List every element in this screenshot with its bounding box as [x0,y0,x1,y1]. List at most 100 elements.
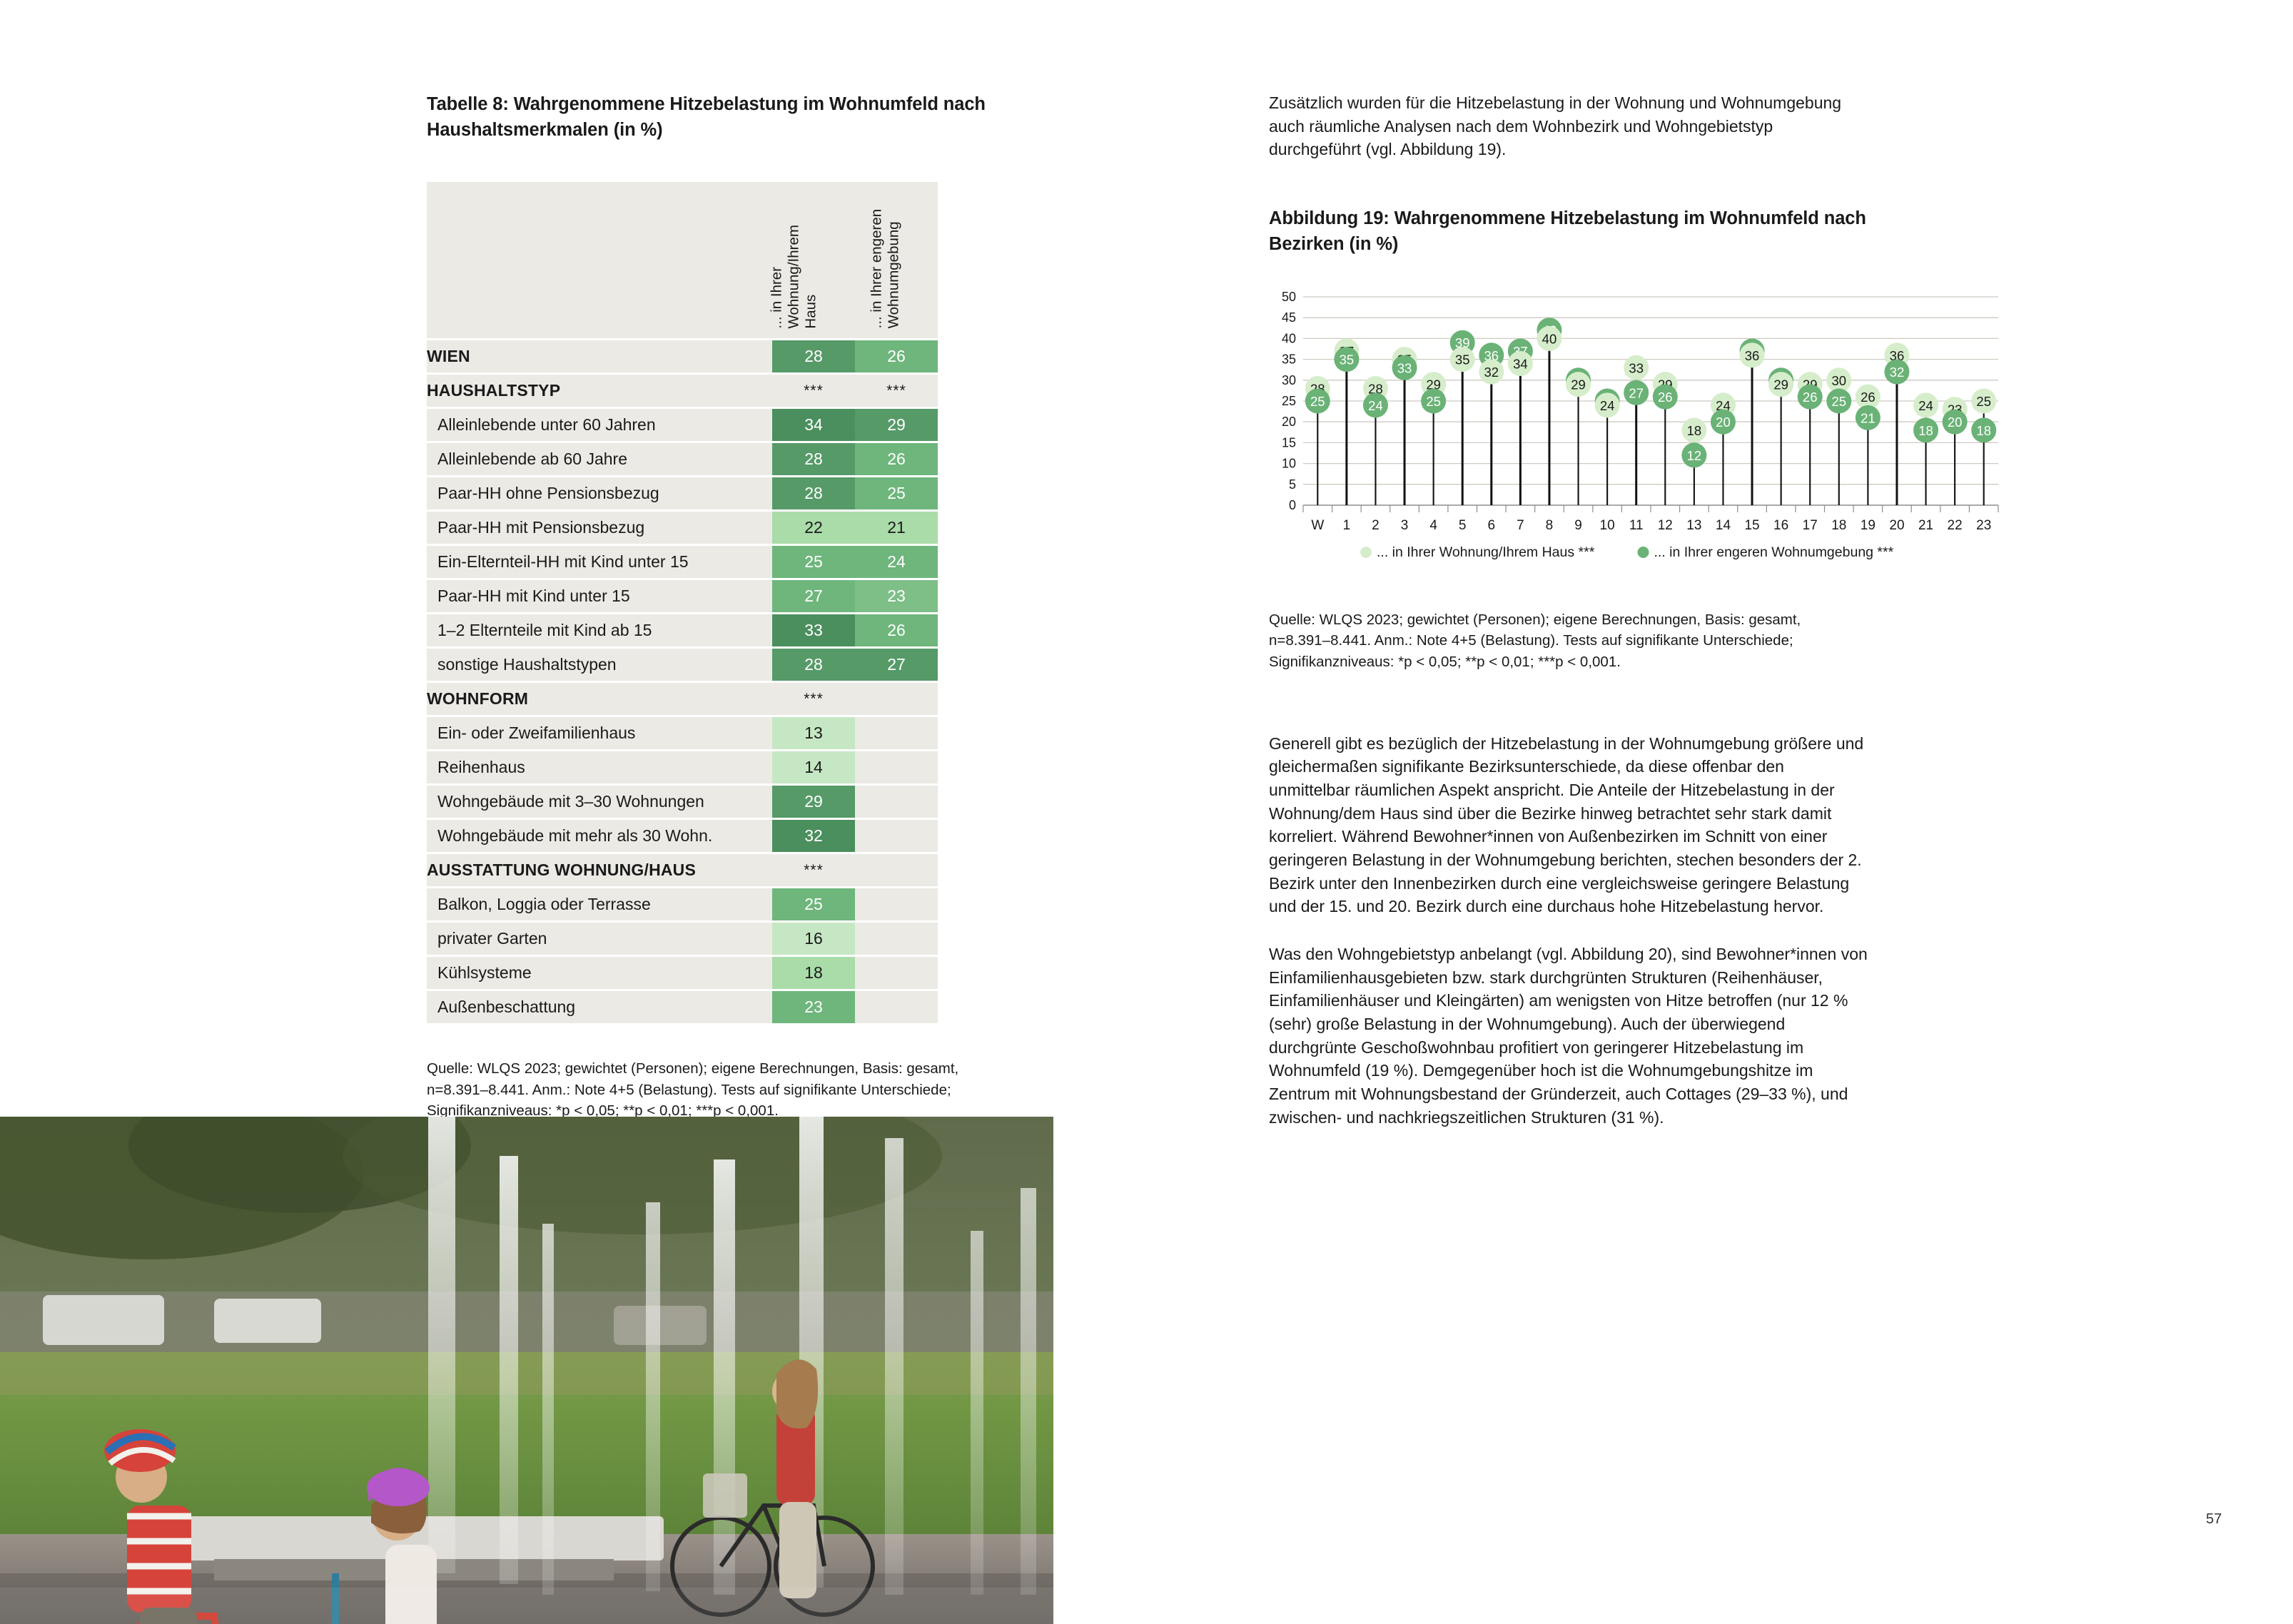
chart-point-label: 20 [1948,415,1963,430]
x-axis-label-22: 22 [1948,518,1963,533]
photo-children-playing-fountain [0,1117,1053,1624]
chart-point: 24 [1362,392,1388,418]
row-value-2: *** [855,375,938,407]
chart-point-label: 35 [1455,352,1470,367]
row-value-2 [855,923,938,955]
chart-point: 24 [1913,392,1939,418]
chart-point: 24 [1594,392,1620,418]
chart-point: 40 [1537,326,1562,352]
chart-point: 25 [1971,388,1997,414]
y-axis-tick-label: 15 [1282,436,1296,450]
table-row: HAUSHALTSTYP *** *** [427,375,938,407]
row-value-1: 28 [772,443,855,476]
row-value-2: 26 [855,614,938,647]
row-value-1: 25 [772,546,855,579]
row-value-2 [855,786,938,818]
table-header-line: Wohnung/Ihrem [785,224,802,329]
table-header-blank [427,182,772,339]
row-value-2 [855,957,938,990]
chart-point-label: 18 [1918,423,1933,438]
table-header-line: ... in Ihrer engeren [868,208,885,329]
chart-point: 32 [1884,359,1910,385]
table-row: Ein- oder Zweifamilienhaus 13 [427,717,938,750]
x-axis-label-12: 12 [1658,518,1673,533]
x-axis-label-4: 4 [1429,518,1437,533]
row-label: sonstige Haushaltstypen [427,649,772,681]
chart-point: 21 [1855,405,1881,431]
table-row: WOHNFORM *** [427,683,938,716]
row-label: HAUSHALTSTYP [427,375,772,407]
chart-point-label: 36 [1890,348,1905,363]
chart-point: 26 [1652,385,1678,410]
x-axis-label-7: 7 [1517,518,1524,533]
chart-point-label: 21 [1861,411,1876,426]
row-value-2 [855,854,938,887]
chart-point-label: 20 [1716,415,1731,430]
row-label: Alleinlebende unter 60 Jahren [427,409,772,442]
row-label: Balkon, Loggia oder Terrasse [427,888,772,921]
chart-point: 25 [1305,388,1330,414]
paragraph-1: Generell gibt es bezüglich der Hitzebela… [1269,734,1864,916]
table-row: privater Garten 16 [427,923,938,955]
chart-point: 26 [1797,385,1823,410]
x-axis-label-21: 21 [1918,518,1933,533]
table-header-line: Haus [802,294,819,329]
x-axis-label-17: 17 [1803,518,1818,533]
chart-point: 25 [1826,388,1852,414]
chart-point-label: 33 [1397,361,1412,376]
table-row: sonstige Haushaltstypen 28 27 [427,649,938,681]
paragraph-2: Was den Wohngebietstyp anbelangt (vgl. A… [1269,944,1868,1127]
body-text-block: Generell gibt es bezüglich der Hitzebela… [1269,732,1868,1130]
x-axis-label-18: 18 [1831,518,1846,533]
x-axis-label-1: 1 [1343,518,1351,533]
table-row: Wohngebäude mit mehr als 30 Wohn. 32 [427,820,938,853]
chart-point: 18 [1971,417,1997,443]
x-axis-label-10: 10 [1600,518,1615,533]
chart-point-label: 34 [1513,357,1528,372]
row-value-2: 25 [855,477,938,510]
x-axis-label-W: W [1311,518,1324,533]
chart-point: 27 [1624,380,1649,406]
row-value-2 [855,751,938,784]
page-number: 57 [2206,1511,2222,1527]
row-label: Kühlsysteme [427,957,772,990]
row-label: 1–2 Elternteile mit Kind ab 15 [427,614,772,647]
table-row: Paar-HH mit Pensionsbezug 22 21 [427,512,938,544]
table-row: Wohngebäude mit 3–30 Wohnungen 29 [427,786,938,818]
chart-point-label: 25 [1976,394,1991,409]
row-value-1: 33 [772,614,855,647]
chart-point-label: 25 [1426,394,1441,409]
row-label: Alleinlebende ab 60 Jahre [427,443,772,476]
table-source-note: Quelle: WLQS 2023; gewichtet (Personen);… [427,1060,959,1119]
row-label: Ein- oder Zweifamilienhaus [427,717,772,750]
chart-point-label: 27 [1629,386,1644,401]
x-axis-label-16: 16 [1773,518,1788,533]
chart-point-label: 26 [1861,390,1876,405]
row-value-1: 29 [772,786,855,818]
chart-point: 30 [1826,367,1852,393]
table-header-col-1: ... in Ihrer Wohnung/Ihrem Haus [768,182,855,339]
row-label: Paar-HH mit Pensionsbezug [427,512,772,544]
x-axis-label-20: 20 [1889,518,1904,533]
y-axis-tick-label: 45 [1282,311,1296,325]
left-column: Tabelle 8: Wahrgenommene Hitzebelastung … [427,91,991,1121]
table-row: Alleinlebende unter 60 Jahren 34 29 [427,409,938,442]
heat-burden-table: ... in Ihrer Wohnung/Ihrem Haus... in Ihre… [427,180,938,1025]
chart-point-label: 29 [1426,377,1441,392]
chart-point: 36 [1739,342,1765,368]
row-value-1: 14 [772,751,855,784]
table-header-col-2: ... in Ihrer engeren Wohnumgebung [855,182,938,339]
chart-point: 20 [1710,410,1736,435]
chart-point-label: 26 [1658,390,1673,405]
chart-point: 12 [1681,442,1707,468]
row-value-1: 18 [772,957,855,990]
y-axis-tick-label: 0 [1289,498,1296,512]
chart-point-label: 29 [1773,377,1788,392]
y-axis-tick-label: 40 [1282,332,1296,346]
table-row: Paar-HH ohne Pensionsbezug 28 25 [427,477,938,510]
table-row: 1–2 Elternteile mit Kind ab 15 33 26 [427,614,938,647]
table-row: Alleinlebende ab 60 Jahre 28 26 [427,443,938,476]
row-label: AUSSTATTUNG WOHNUNG/HAUS [427,854,772,887]
chart-point: 25 [1421,388,1447,414]
x-axis-label-5: 5 [1459,518,1467,533]
